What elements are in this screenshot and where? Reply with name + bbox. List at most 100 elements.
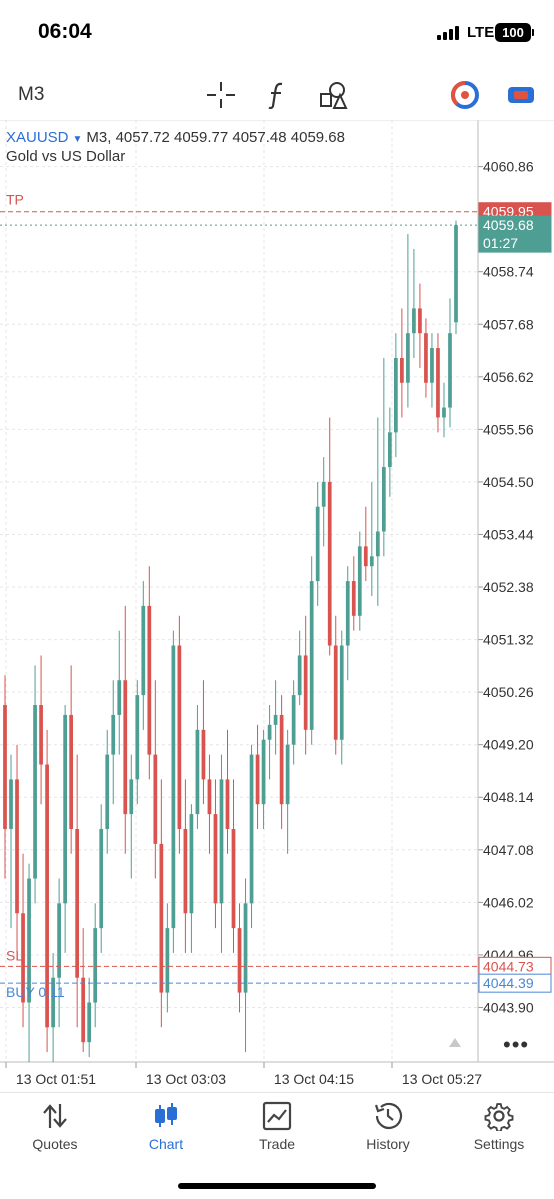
- price-level-tag: [478, 215, 552, 253]
- battery-tip: [532, 29, 534, 36]
- candle-body: [45, 764, 49, 1028]
- candle-body: [375, 531, 380, 557]
- symbol-description: Gold vs US Dollar: [6, 148, 126, 165]
- candle-body: [87, 1002, 92, 1043]
- candle-body: [279, 714, 284, 805]
- y-tick-label: 4046.02: [483, 894, 534, 910]
- x-tick-label: 13 Oct 04:15: [274, 1071, 354, 1087]
- price-level-label: BUY 0.11: [6, 984, 65, 1000]
- nav-chart[interactable]: Chart: [111, 1093, 221, 1163]
- bottom-navigation: Quotes Chart Trade History Settings: [0, 1092, 554, 1199]
- objects-icon[interactable]: [318, 80, 350, 110]
- trade-chart-icon: [262, 1101, 292, 1131]
- candle-body: [309, 581, 314, 730]
- chart-shift-marker: [449, 1038, 461, 1047]
- candle-body: [267, 724, 272, 740]
- candle-body: [33, 705, 37, 879]
- candle-body: [315, 506, 320, 582]
- candle-body: [243, 903, 248, 993]
- candle-body: [201, 729, 206, 780]
- x-tick-label: 13 Oct 01:51: [16, 1071, 96, 1087]
- settings-gear-icon: [484, 1103, 514, 1131]
- candle-body: [406, 333, 410, 383]
- price-level-label: TP: [6, 192, 24, 208]
- candle-body: [177, 645, 182, 829]
- candle-body: [418, 308, 422, 334]
- candle-body: [189, 814, 194, 914]
- candle-body: [147, 605, 152, 755]
- crosshair-icon[interactable]: [205, 80, 237, 110]
- candle-body: [333, 645, 338, 740]
- nav-settings-label: Settings: [473, 1136, 525, 1152]
- function-icon[interactable]: [262, 80, 294, 110]
- candle-body: [165, 928, 170, 993]
- chart-canvas[interactable]: 4060.86 4058.74 4057.68 4056.62 4055.56 4054.…: [0, 120, 554, 1090]
- candle-body: [327, 481, 332, 646]
- candle-body: [159, 843, 164, 993]
- nav-quotes[interactable]: Quotes: [0, 1093, 110, 1163]
- candle-body: [141, 605, 146, 696]
- candle-body: [231, 828, 236, 929]
- candle-body: [75, 828, 80, 978]
- timeframe-button[interactable]: M3: [18, 84, 45, 105]
- x-tick-label: 13 Oct 05:27: [402, 1071, 482, 1087]
- candle-body: [207, 779, 212, 815]
- candle-body: [442, 407, 446, 418]
- symbol-name[interactable]: XAUUSD: [6, 129, 69, 146]
- candle-body: [387, 432, 392, 468]
- trade-panel-icon[interactable]: [505, 80, 537, 110]
- candle-body: [21, 913, 25, 1003]
- candle-body: [291, 695, 296, 745]
- candle-body: [93, 928, 98, 1003]
- candle-body: [261, 739, 266, 805]
- nav-trade-label: Trade: [258, 1136, 296, 1152]
- one-click-trading-icon[interactable]: [449, 80, 481, 110]
- candle-body: [15, 779, 19, 914]
- candle-body: [63, 714, 67, 904]
- candle-body: [105, 754, 110, 829]
- chart-toolbar: M3: [0, 70, 554, 120]
- candle-body: [339, 645, 344, 740]
- nav-settings[interactable]: Settings: [444, 1093, 554, 1163]
- y-tick-label: 4053.44: [483, 526, 534, 542]
- candle-body: [369, 556, 374, 567]
- symbol-dropdown-icon[interactable]: ▼: [72, 134, 83, 145]
- y-tick-label: 4048.14: [483, 789, 534, 805]
- candle-body: [412, 308, 416, 334]
- y-tick-label: 4054.50: [483, 474, 534, 490]
- quotes-arrows-icon: [43, 1104, 67, 1128]
- bar-countdown: 01:27: [483, 235, 518, 251]
- candle-body: [303, 655, 308, 730]
- y-tick-label: 4043.90: [483, 999, 534, 1015]
- price-level-value: 4059.68: [483, 217, 534, 233]
- candle-body: [51, 977, 55, 1028]
- candle-body: [424, 333, 428, 383]
- price-level-tag: [478, 973, 552, 993]
- price-chart[interactable]: 4060.86 4058.74 4057.68 4056.62 4055.56 4054.…: [0, 120, 554, 1090]
- nav-quotes-label: Quotes: [32, 1136, 78, 1152]
- candle-body: [123, 680, 128, 815]
- candle-body: [57, 903, 61, 978]
- candle-body: [3, 705, 7, 829]
- candle-body: [237, 928, 242, 993]
- status-bar: 06:04 LTE 100: [0, 0, 554, 60]
- candle-body: [297, 655, 302, 696]
- status-time: 06:04: [38, 20, 92, 43]
- ohlc-values: M3, 4057.72 4059.77 4057.48 4059.68: [86, 129, 345, 146]
- x-tick-label: 13 Oct 03:03: [146, 1071, 226, 1087]
- candle-body: [249, 754, 254, 904]
- nav-trade[interactable]: Trade: [222, 1093, 332, 1163]
- price-level-value: 4044.73: [483, 958, 534, 974]
- y-tick-label: 4052.38: [483, 579, 534, 595]
- y-tick-label: 4049.20: [483, 737, 534, 753]
- nav-history[interactable]: History: [333, 1093, 443, 1163]
- candle-body: [400, 357, 404, 383]
- candle-body: [363, 546, 368, 567]
- candle-body: [225, 779, 230, 829]
- cellular-signal-icon: [437, 26, 463, 40]
- more-options-icon[interactable]: •••: [503, 1032, 530, 1057]
- candle-body: [357, 546, 362, 616]
- candle-body: [285, 744, 290, 805]
- nav-chart-label: Chart: [148, 1136, 184, 1152]
- candle-body: [430, 348, 434, 383]
